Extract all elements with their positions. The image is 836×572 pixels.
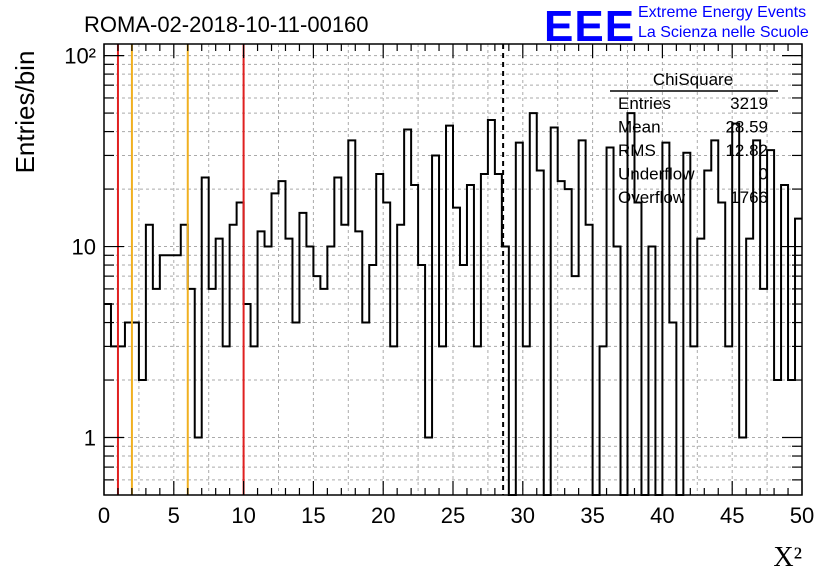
- stats-row-label: Entries: [618, 94, 671, 113]
- x-axis-label: X²: [773, 542, 802, 572]
- x-tick-label: 40: [650, 503, 674, 528]
- x-tick-label: 15: [301, 503, 325, 528]
- stats-row-value: 12.82: [725, 141, 768, 160]
- x-tick-label: 25: [441, 503, 465, 528]
- stats-box: ChiSquare Entries 3219 Mean 28.59 RMS 12.82 Un…: [610, 70, 778, 207]
- axis-ticks: [103, 44, 803, 495]
- stats-row-value: 1766: [730, 188, 768, 207]
- x-tick-label: 20: [371, 503, 395, 528]
- x-tick-labels: 0 5 10 15 20 25 30 35 40 45 50: [98, 503, 814, 528]
- stats-row-value: 3219: [730, 94, 768, 113]
- histogram-outline: [104, 112, 802, 496]
- x-tick-label: 10: [231, 503, 255, 528]
- eee-logo: EEE: [544, 2, 636, 51]
- x-tick-label: 35: [580, 503, 604, 528]
- y-tick-label: 1: [84, 426, 96, 451]
- stats-row-value: 28.59: [725, 118, 768, 137]
- x-tick-label: 30: [511, 503, 535, 528]
- chart-title: ROMA-02-2018-10-11-00160: [84, 12, 369, 37]
- stats-row-label: Underflow: [618, 165, 695, 184]
- stats-row-label: Overflow: [618, 188, 686, 207]
- x-tick-label: 5: [168, 503, 180, 528]
- x-tick-label: 50: [790, 503, 814, 528]
- stats-row-value: 0: [759, 165, 768, 184]
- y-tick-label: 10: [72, 235, 96, 260]
- y-axis-label: Entries/bin: [10, 51, 40, 174]
- stats-row-label: RMS: [618, 141, 656, 160]
- reference-lines: [116, 44, 505, 495]
- stats-title: ChiSquare: [653, 70, 733, 89]
- logo-subtitle-line1: Extreme Energy Events: [638, 4, 807, 21]
- y-tick-labels: 1 10 10²: [64, 44, 96, 451]
- x-tick-label: 0: [98, 503, 110, 528]
- logo-subtitle-line2: La Scienza nelle Scuole: [638, 24, 809, 41]
- x-tick-label: 45: [720, 503, 744, 528]
- stats-row-label: Mean: [618, 118, 661, 137]
- y-tick-label: 10²: [64, 44, 96, 69]
